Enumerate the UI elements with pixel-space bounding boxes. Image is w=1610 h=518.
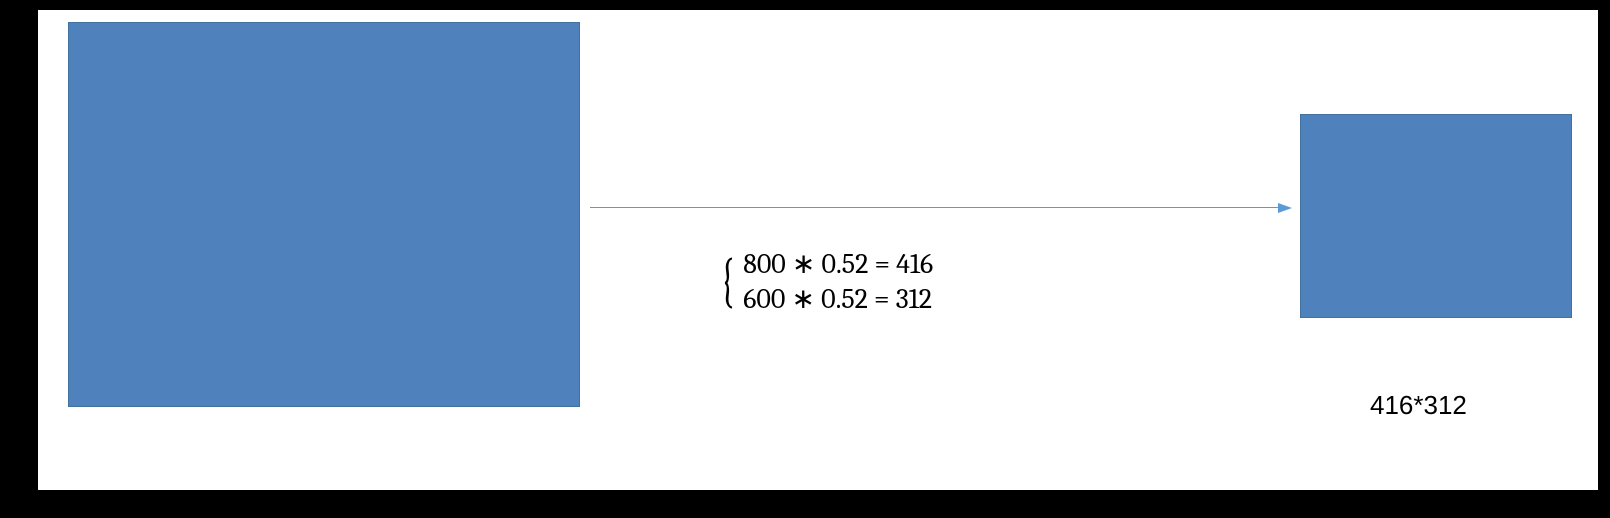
- formula-lines: 800 ∗ 0.52 = 416 600 ∗ 0.52 = 312: [743, 247, 933, 315]
- formula-line-2: 600 ∗ 0.52 = 312: [743, 282, 933, 315]
- brace-icon: {: [721, 251, 735, 311]
- formula-line-1: 800 ∗ 0.52 = 416: [743, 247, 933, 280]
- arrow-head-icon: [1278, 203, 1292, 213]
- arrow-shaft: [590, 207, 1278, 208]
- right-caption: 416*312: [1370, 390, 1467, 421]
- right-rectangle: [1300, 114, 1572, 318]
- formula-block: { 800 ∗ 0.52 = 416 600 ∗ 0.52 = 312: [716, 247, 933, 315]
- left-rectangle: [68, 22, 580, 407]
